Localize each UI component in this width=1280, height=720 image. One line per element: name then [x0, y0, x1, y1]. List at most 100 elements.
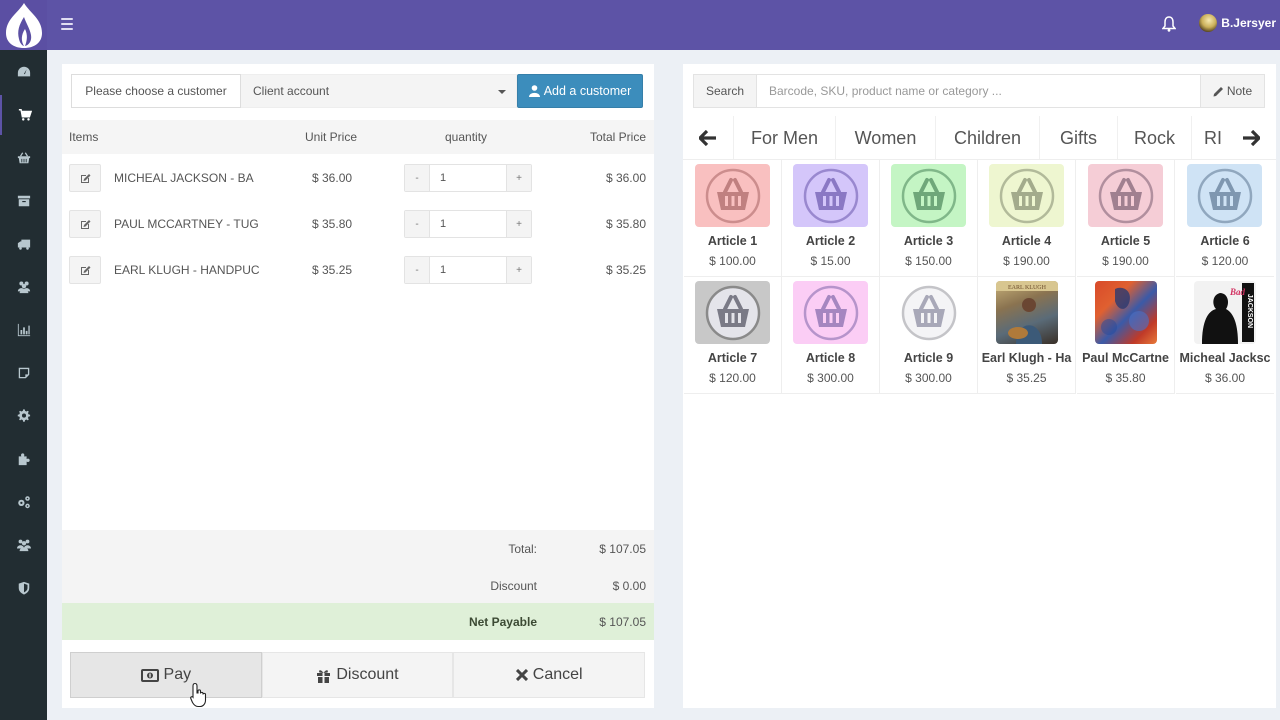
- edit-item-button[interactable]: [69, 256, 101, 284]
- product-tile[interactable]: Article 1 $ 100.00: [684, 160, 782, 277]
- qty-decrement-button[interactable]: -: [405, 211, 429, 237]
- qty-increment-button[interactable]: +: [507, 165, 531, 191]
- sidebar-item-settings[interactable]: [0, 396, 47, 436]
- table-row: EARL KLUGH - HANDPUC $ 35.25 - + $ 35.25: [62, 248, 654, 294]
- product-price: $ 190.00: [1003, 254, 1050, 268]
- item-total: $ 35.80: [605, 217, 646, 231]
- product-price: $ 300.00: [807, 371, 854, 385]
- net-payable-label: Net Payable: [468, 615, 537, 629]
- edit-item-button[interactable]: [69, 210, 101, 238]
- top-navbar: B.Jersyer: [47, 0, 1280, 50]
- album-cover-michael-jackson: JACKSON Bad: [1194, 281, 1256, 344]
- product-name: Article 7: [707, 351, 758, 365]
- menu-toggle-icon[interactable]: [61, 17, 73, 31]
- sidebar-item-integrations[interactable]: [0, 482, 47, 522]
- product-name: Article 2: [805, 234, 856, 248]
- product-tile[interactable]: Article 9 $ 300.00: [880, 277, 978, 394]
- item-unit-price: $ 35.25: [312, 263, 353, 277]
- archive-icon: [17, 195, 30, 207]
- quantity-stepper: - +: [404, 210, 532, 238]
- gift-icon: [317, 669, 331, 683]
- sidebar-item-modules[interactable]: [0, 439, 47, 479]
- product-tile[interactable]: Article 7 $ 120.00: [684, 277, 782, 394]
- sidebar-item-inventory[interactable]: [0, 181, 47, 221]
- notifications-bell-icon[interactable]: [1161, 16, 1177, 35]
- item-total: $ 35.25: [605, 263, 646, 277]
- tab-for-men[interactable]: For Men: [733, 116, 835, 159]
- cart-summary: Total: $ 107.05 Discount $ 0.00 Net Paya…: [62, 530, 654, 640]
- customer-select-value: Client account: [253, 84, 330, 98]
- customer-select[interactable]: Client account: [241, 74, 517, 108]
- group-icon: [16, 539, 31, 552]
- col-total-price: Total Price: [589, 130, 646, 144]
- basket-icon: [695, 164, 770, 227]
- product-tile[interactable]: Article 5 $ 190.00: [1077, 160, 1175, 277]
- puzzle-icon: [18, 453, 30, 466]
- product-tile[interactable]: EARL KLUGH Earl Klugh - Ha $ 35.25: [978, 277, 1076, 394]
- sidebar-item-customers[interactable]: [0, 267, 47, 307]
- album-cover-paul-mccartney: [1095, 281, 1157, 344]
- user-name: B.Jersyer: [1221, 16, 1276, 30]
- arrow-left-icon[interactable]: [696, 128, 720, 148]
- cancel-button[interactable]: Cancel: [453, 652, 646, 698]
- product-search-input[interactable]: [757, 75, 1200, 107]
- qty-decrement-button[interactable]: -: [405, 165, 429, 191]
- product-tile[interactable]: JACKSON Bad Micheal Jacksc $ 36.00: [1176, 277, 1274, 394]
- user-menu[interactable]: B.Jersyer: [1199, 14, 1276, 32]
- product-tile[interactable]: Paul McCartne $ 35.80: [1077, 277, 1175, 394]
- tab-women[interactable]: Women: [835, 116, 935, 159]
- col-quantity: quantity: [445, 130, 488, 144]
- arrow-right-icon[interactable]: [1239, 128, 1263, 148]
- product-name: Micheal Jacksc: [1179, 351, 1271, 365]
- tab-rnb[interactable]: RI: [1191, 116, 1247, 159]
- product-tile[interactable]: Article 6 $ 120.00: [1176, 160, 1274, 277]
- sidebar-item-team[interactable]: [0, 525, 47, 565]
- basket-icon: [17, 152, 30, 164]
- qty-increment-button[interactable]: +: [507, 257, 531, 283]
- sidebar-item-security[interactable]: [0, 568, 47, 608]
- flame-logo-icon: [5, 3, 42, 48]
- product-tile[interactable]: Article 8 $ 300.00: [782, 277, 880, 394]
- tab-gifts[interactable]: Gifts: [1039, 116, 1117, 159]
- item-name: MICHEAL JACKSON - BA: [114, 171, 254, 185]
- sidebar-item-delivery[interactable]: [0, 224, 47, 264]
- product-name: Article 9: [903, 351, 954, 365]
- basket-icon: [1187, 164, 1262, 227]
- quantity-input[interactable]: [429, 257, 507, 283]
- discount-button[interactable]: Discount: [261, 652, 454, 698]
- note-button[interactable]: Note: [1200, 75, 1264, 107]
- tab-rock[interactable]: Rock: [1117, 116, 1191, 159]
- product-price: $ 35.25: [1006, 371, 1047, 385]
- customer-label: Please choose a customer: [71, 74, 241, 108]
- sidebar-item-dashboard[interactable]: [0, 52, 47, 92]
- app-logo[interactable]: [0, 0, 47, 50]
- category-tabs: For Men Women Children Gifts Rock RI: [683, 116, 1276, 160]
- add-customer-button[interactable]: Add a customer: [517, 74, 643, 108]
- sidebar-item-orders[interactable]: [0, 138, 47, 178]
- product-name: Earl Klugh - Ha: [981, 351, 1072, 365]
- tab-children[interactable]: Children: [935, 116, 1039, 159]
- product-name: Article 6: [1200, 234, 1250, 248]
- quantity-input[interactable]: [429, 211, 507, 237]
- summary-net-row: Net Payable $ 107.05: [62, 603, 654, 640]
- sidebar-item-reports[interactable]: [0, 310, 47, 350]
- quantity-input[interactable]: [429, 165, 507, 191]
- discount-label: Discount: [490, 578, 537, 593]
- svg-text:EARL KLUGH: EARL KLUGH: [1008, 285, 1047, 291]
- edit-item-button[interactable]: [69, 164, 101, 192]
- product-tile[interactable]: Article 4 $ 190.00: [978, 160, 1076, 277]
- sidebar-item-pos[interactable]: [0, 95, 47, 135]
- qty-decrement-button[interactable]: -: [405, 257, 429, 283]
- product-tile[interactable]: Article 2 $ 15.00: [782, 160, 880, 277]
- edit-icon: [80, 219, 90, 229]
- qty-increment-button[interactable]: +: [507, 211, 531, 237]
- product-tile[interactable]: Article 3 $ 150.00: [880, 160, 978, 277]
- svg-text:Bad: Bad: [1229, 287, 1246, 297]
- sidebar-item-notes[interactable]: [0, 353, 47, 393]
- album-cover-earl-klugh: EARL KLUGH: [996, 281, 1058, 344]
- cart-panel: Please choose a customer Client account …: [62, 64, 654, 708]
- basket-icon: [793, 164, 868, 227]
- summary-total-row: Total: $ 107.05: [62, 530, 654, 567]
- col-unit-price: Unit Price: [305, 130, 358, 144]
- pay-button[interactable]: Pay: [70, 652, 262, 698]
